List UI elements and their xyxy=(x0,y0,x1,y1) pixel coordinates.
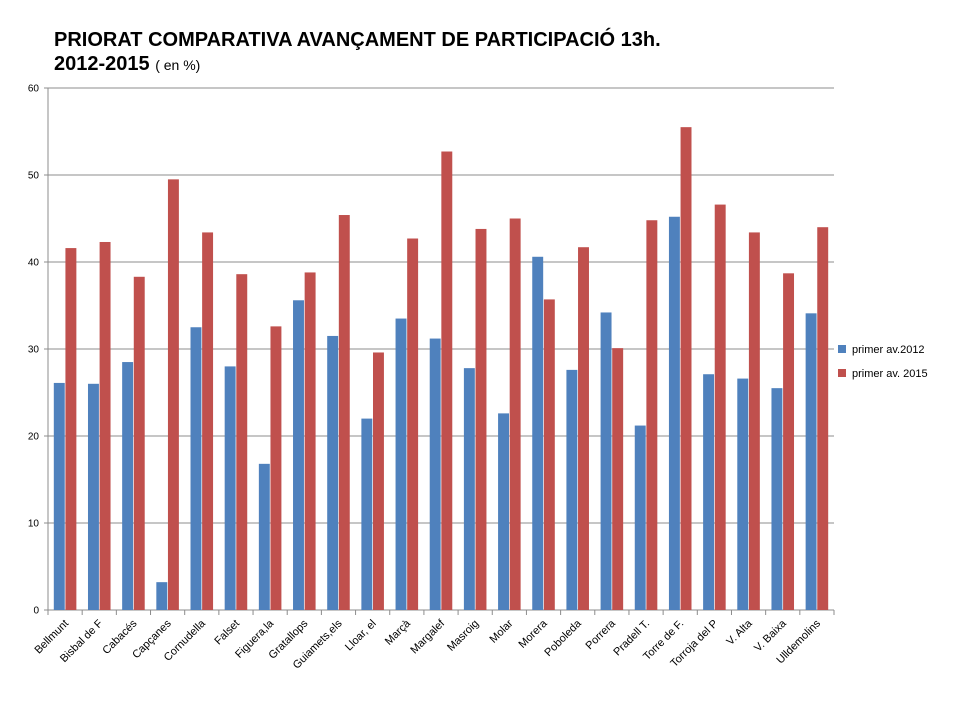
bar xyxy=(395,318,407,610)
bar xyxy=(224,366,236,610)
y-tick-label: 40 xyxy=(28,258,40,269)
chart-title: PRIORAT COMPARATIVA AVANÇAMENT DE PARTIC… xyxy=(54,28,661,77)
bar xyxy=(122,362,134,610)
bar xyxy=(156,582,168,610)
bar xyxy=(600,312,612,610)
y-tick-label: 30 xyxy=(28,345,40,356)
bar xyxy=(498,413,510,610)
bar xyxy=(509,218,521,610)
y-tick-label: 50 xyxy=(28,171,40,182)
bar xyxy=(566,369,578,610)
bar xyxy=(236,274,248,610)
chart-title-years: 2012-2015 xyxy=(54,53,150,75)
bar xyxy=(372,352,384,610)
y-tick-label: 10 xyxy=(28,519,40,530)
bar xyxy=(783,273,795,610)
bar xyxy=(543,299,555,610)
bar xyxy=(202,232,214,611)
bar xyxy=(53,382,65,610)
bar xyxy=(65,248,77,610)
bar xyxy=(634,425,646,610)
x-category-label: Falset xyxy=(212,618,242,648)
bar xyxy=(612,348,624,610)
bar xyxy=(771,388,783,610)
bar xyxy=(532,256,544,610)
bar xyxy=(87,383,99,610)
bar xyxy=(578,247,589,610)
bar xyxy=(646,220,658,611)
y-tick-label: 20 xyxy=(28,432,40,443)
legend-label: primer av.2012 xyxy=(852,344,925,356)
x-category-label: Molar xyxy=(488,617,516,645)
bar xyxy=(748,232,760,611)
bar xyxy=(429,338,441,610)
bar xyxy=(805,313,817,610)
x-category-label: V. Alta xyxy=(724,617,755,648)
bar xyxy=(680,127,692,611)
y-tick-label: 60 xyxy=(28,84,40,95)
bar xyxy=(293,300,304,610)
bar xyxy=(258,463,270,610)
bar xyxy=(714,204,726,610)
legend-swatch xyxy=(838,369,846,377)
bar xyxy=(167,179,179,610)
legend-label: primer av. 2015 xyxy=(852,368,928,380)
bar xyxy=(270,326,282,610)
bar xyxy=(475,228,487,610)
bar xyxy=(668,216,680,610)
bar xyxy=(407,238,419,610)
x-category-label: Marçà xyxy=(383,617,414,648)
chart-title-line1: PRIORAT COMPARATIVA AVANÇAMENT DE PARTIC… xyxy=(54,29,661,51)
bar xyxy=(441,151,453,610)
x-category-label: Lloar, el xyxy=(343,618,379,654)
bar xyxy=(338,215,350,610)
bar xyxy=(99,241,111,611)
bar xyxy=(304,272,316,610)
x-category-label: Morera xyxy=(517,617,551,651)
chart-title-line2: 2012-2015 ( en %) xyxy=(54,52,661,77)
x-category-label: Poboleda xyxy=(542,617,584,659)
bar xyxy=(463,368,475,610)
chart-title-unit: ( en %) xyxy=(155,57,201,73)
bar xyxy=(361,418,373,610)
y-tick-label: 0 xyxy=(33,606,39,617)
x-category-label: Masroig xyxy=(445,618,481,654)
bar xyxy=(133,276,145,610)
bar xyxy=(817,227,829,610)
x-category-label: Margalef xyxy=(408,617,447,656)
bar xyxy=(737,378,749,610)
legend-swatch xyxy=(838,345,846,353)
bar xyxy=(703,374,715,610)
bar xyxy=(327,335,339,610)
bar xyxy=(190,327,202,610)
